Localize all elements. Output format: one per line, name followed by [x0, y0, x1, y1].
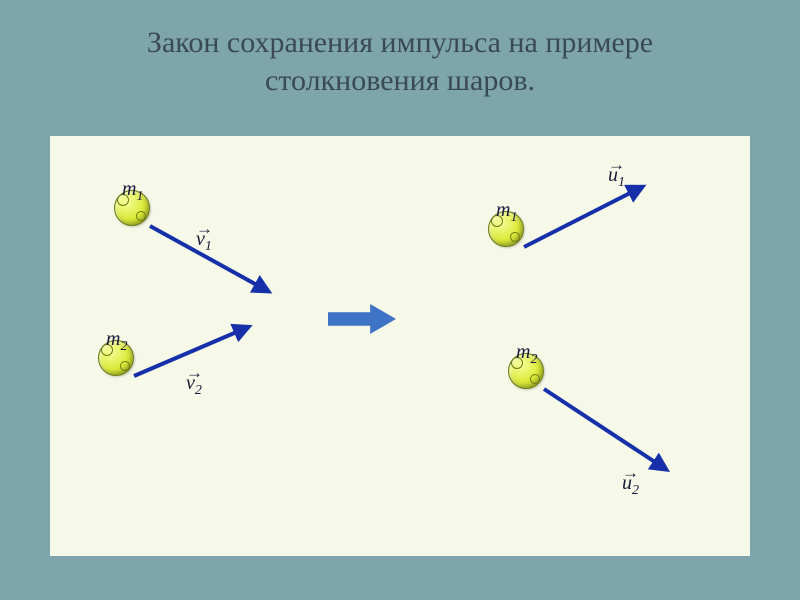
slide: Закон сохранения импульса на примере сто…	[0, 0, 800, 600]
arrow-u2	[544, 389, 664, 468]
title-line-2: столкновения шаров.	[265, 64, 535, 97]
diagram: m1 m2 m1 m2	[50, 136, 750, 556]
label-u1: →u1	[608, 164, 625, 191]
title-line-1: Закон сохранения импульса на примере	[147, 26, 653, 59]
label-v1: →v1	[196, 228, 212, 255]
transition-arrow-icon	[328, 304, 396, 334]
slide-title: Закон сохранения импульса на примере сто…	[0, 0, 800, 119]
velocity-arrows	[50, 136, 750, 556]
arrow-u1	[524, 188, 640, 247]
label-v2: →v2	[186, 372, 202, 399]
label-u2: →u2	[622, 472, 639, 499]
